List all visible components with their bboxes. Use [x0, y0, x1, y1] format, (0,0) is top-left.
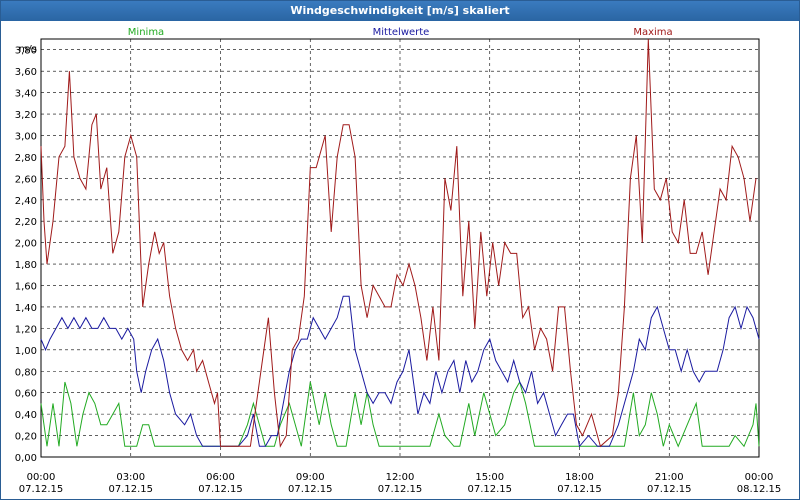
x-tick-time: 00:00	[745, 472, 774, 483]
x-tick-date: 07.12.15	[19, 484, 64, 495]
y-tick-label: 0,60	[15, 389, 37, 400]
y-tick-label: 0,80	[15, 367, 37, 378]
y-tick-label: 2,40	[15, 196, 37, 207]
y-tick-label: 1,00	[15, 346, 37, 357]
x-tick-time: 12:00	[386, 472, 415, 483]
y-tick-label: 2,80	[15, 153, 37, 164]
window-title: Windgeschwindigkeit [m/s] skaliert	[1, 1, 799, 21]
legend-minima: Minima	[128, 27, 164, 38]
x-tick-date: 07.12.15	[378, 484, 423, 495]
y-tick-label: 3,60	[15, 67, 37, 78]
y-tick-label: 2,20	[15, 217, 37, 228]
y-tick-label: 0,20	[15, 432, 37, 443]
y-tick-label: 3,00	[15, 131, 37, 142]
y-tick-label: 2,60	[15, 174, 37, 185]
x-tick-date: 07.12.15	[647, 484, 692, 495]
x-tick-date: 07.12.15	[288, 484, 333, 495]
series-line-minima	[40, 380, 760, 448]
legend-maxima: Maxima	[633, 27, 672, 38]
y-tick-label: 3,20	[15, 110, 37, 121]
x-tick-date: 08.12.15	[737, 484, 782, 495]
y-tick-label: 2,00	[15, 239, 37, 250]
y-tick-label: 3,80	[15, 46, 37, 57]
series-line-maxima	[40, 38, 757, 448]
y-tick-label: 1,60	[15, 282, 37, 293]
y-tick-label: 1,80	[15, 260, 37, 271]
x-tick-date: 07.12.15	[108, 484, 153, 495]
y-tick-label: 0,40	[15, 410, 37, 421]
x-tick-date: 07.12.15	[557, 484, 602, 495]
x-tick-time: 06:00	[206, 472, 235, 483]
x-tick-date: 07.12.15	[198, 484, 243, 495]
y-tick-label: 1,40	[15, 303, 37, 314]
x-tick-time: 18:00	[565, 472, 594, 483]
y-axis-label: m/s	[19, 44, 37, 55]
legend-mittelwerte: Mittelwerte	[373, 27, 430, 38]
series-line-mittelwerte	[40, 295, 760, 448]
x-tick-time: 00:00	[27, 472, 56, 483]
x-tick-date: 07.12.15	[467, 484, 512, 495]
x-tick-time: 03:00	[116, 472, 145, 483]
x-tick-time: 15:00	[475, 472, 504, 483]
y-tick-label: 0,00	[15, 453, 37, 464]
y-tick-label: 3,40	[15, 89, 37, 100]
wind-speed-chart: 0,00 0,20 0,40 0,60 0,80 1,00 1,20 1,40 1,60 1,80…	[15, 27, 782, 495]
x-tick-time: 09:00	[296, 472, 325, 483]
x-tick-time: 21:00	[655, 472, 684, 483]
y-tick-label: 1,20	[15, 324, 37, 335]
